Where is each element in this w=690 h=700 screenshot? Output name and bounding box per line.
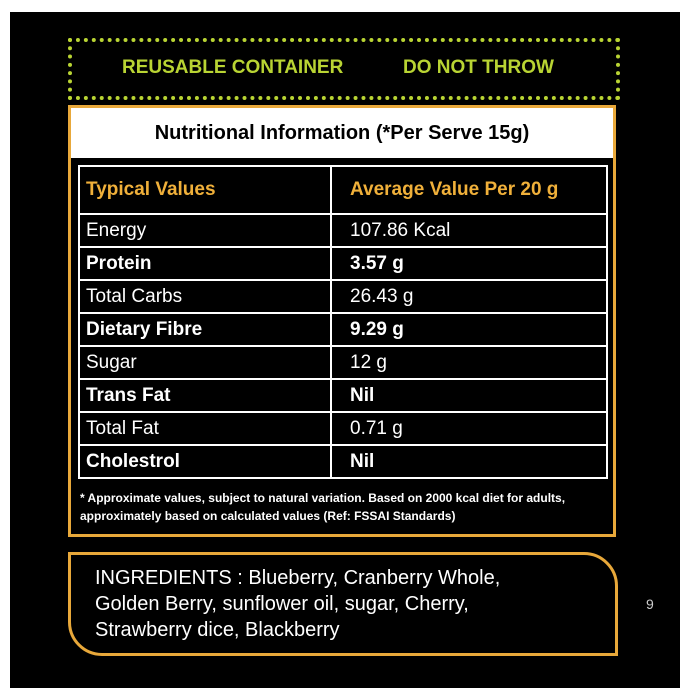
nutrition-frame xyxy=(68,105,616,537)
nutrient-value: 9.29 g xyxy=(350,318,404,340)
nutrient-value: 0.71 g xyxy=(350,417,403,439)
nutrient-value: 3.57 g xyxy=(350,252,404,274)
nutrient-value: Nil xyxy=(350,450,375,472)
nutrient-name: Energy xyxy=(80,215,332,246)
header-row: Typical Values Average Value Per 20 g xyxy=(80,167,606,213)
table-row: Dietary Fibre 9.29 g xyxy=(80,312,606,345)
ingredients-box xyxy=(68,552,618,656)
nutrient-name: Dietary Fibre xyxy=(80,314,332,345)
reuse-label: REUSABLE CONTAINER xyxy=(122,57,344,78)
nutrient-value: Nil xyxy=(350,384,375,406)
table-row: Cholestrol Nil xyxy=(80,444,606,477)
nutrient-name: Trans Fat xyxy=(80,380,332,411)
stray-mark: 9 xyxy=(646,596,654,612)
nutrient-name: Cholestrol xyxy=(80,446,332,477)
throw-label: DO NOT THROW xyxy=(403,57,554,78)
table-row: Protein 3.57 g xyxy=(80,246,606,279)
nutrition-title: Nutritional Information (*Per Serve 15g) xyxy=(71,108,613,158)
nutrient-value: 107.86 Kcal xyxy=(350,219,451,241)
header-cell: Average Value Per 20 g xyxy=(350,179,559,200)
header-cell: Typical Values xyxy=(80,167,332,213)
nutrient-value: 26.43 g xyxy=(350,285,414,307)
table-row: Total Carbs 26.43 g xyxy=(80,279,606,312)
footnote: * Approximate values, subject to natural… xyxy=(80,491,566,523)
nutrient-value: 12 g xyxy=(350,351,387,373)
dotted-box xyxy=(68,38,620,100)
ingredients-text: INGREDIENTS : Blueberry, Cranberry Whole… xyxy=(95,567,501,641)
table-row: Sugar 12 g xyxy=(80,345,606,378)
table-row: Trans Fat Nil xyxy=(80,378,606,411)
nutrient-name: Sugar xyxy=(80,347,332,378)
nutrient-name: Protein xyxy=(80,248,332,279)
nutrition-table: Typical Values Average Value Per 20 g En… xyxy=(78,165,608,479)
nutrient-name: Total Carbs xyxy=(80,281,332,312)
table-row: Energy 107.86 Kcal xyxy=(80,213,606,246)
table-row: Total Fat 0.71 g xyxy=(80,411,606,444)
nutrient-name: Total Fat xyxy=(80,413,332,444)
